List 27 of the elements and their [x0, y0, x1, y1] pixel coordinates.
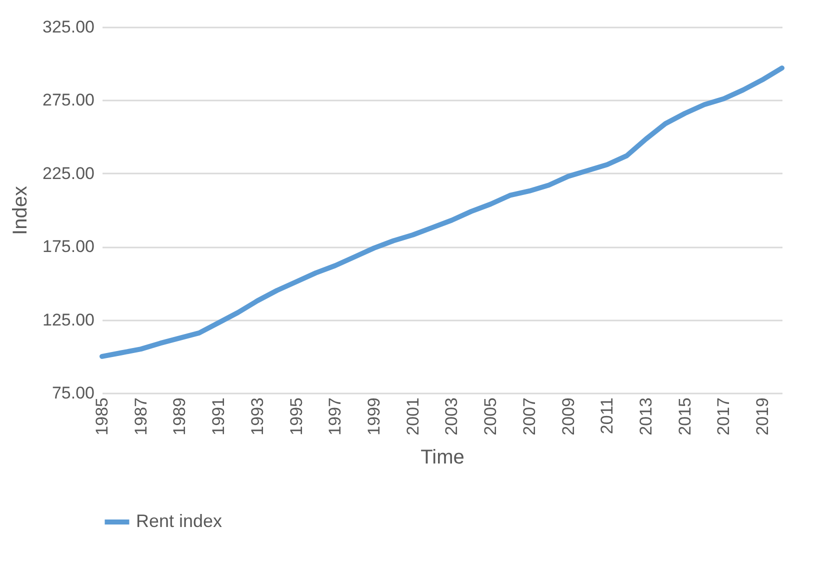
x-tick-label: 2005 — [481, 398, 500, 436]
y-tick-label: 325.00 — [42, 18, 94, 36]
x-tick-label: 1993 — [248, 398, 267, 436]
x-tick-label: 1997 — [326, 398, 345, 436]
y-tick-label: 175.00 — [42, 237, 94, 256]
x-tick-label: 1989 — [170, 398, 190, 436]
x-tick-label: 2017 — [714, 398, 734, 436]
x-tick-label: 2009 — [558, 398, 578, 436]
x-tick-label: 2003 — [442, 398, 462, 436]
x-tick-label: 2007 — [520, 398, 539, 436]
x-tick-label: 2013 — [636, 398, 656, 436]
x-tick-label: 2001 — [403, 398, 422, 436]
y-tick-label: 275.00 — [42, 90, 94, 110]
x-tick-label: 2011 — [598, 398, 617, 434]
x-tick-label: 1985 — [92, 398, 112, 436]
x-tick-label: 2015 — [675, 398, 694, 436]
y-tick-label: 125.00 — [42, 310, 94, 330]
y-axis-title: Index — [10, 186, 32, 235]
y-tick-label: 225.00 — [42, 164, 94, 183]
x-axis-title: Time — [420, 446, 464, 468]
x-tick-label: 1999 — [364, 398, 384, 436]
x-tick-label: 1995 — [286, 398, 306, 436]
x-tick-label: 1991 — [209, 398, 228, 436]
x-tick-label: 2019 — [753, 398, 772, 436]
legend-label: Rent index — [136, 511, 222, 531]
y-tick-label: 75.00 — [52, 384, 94, 402]
x-tick-label: 1987 — [131, 398, 150, 436]
